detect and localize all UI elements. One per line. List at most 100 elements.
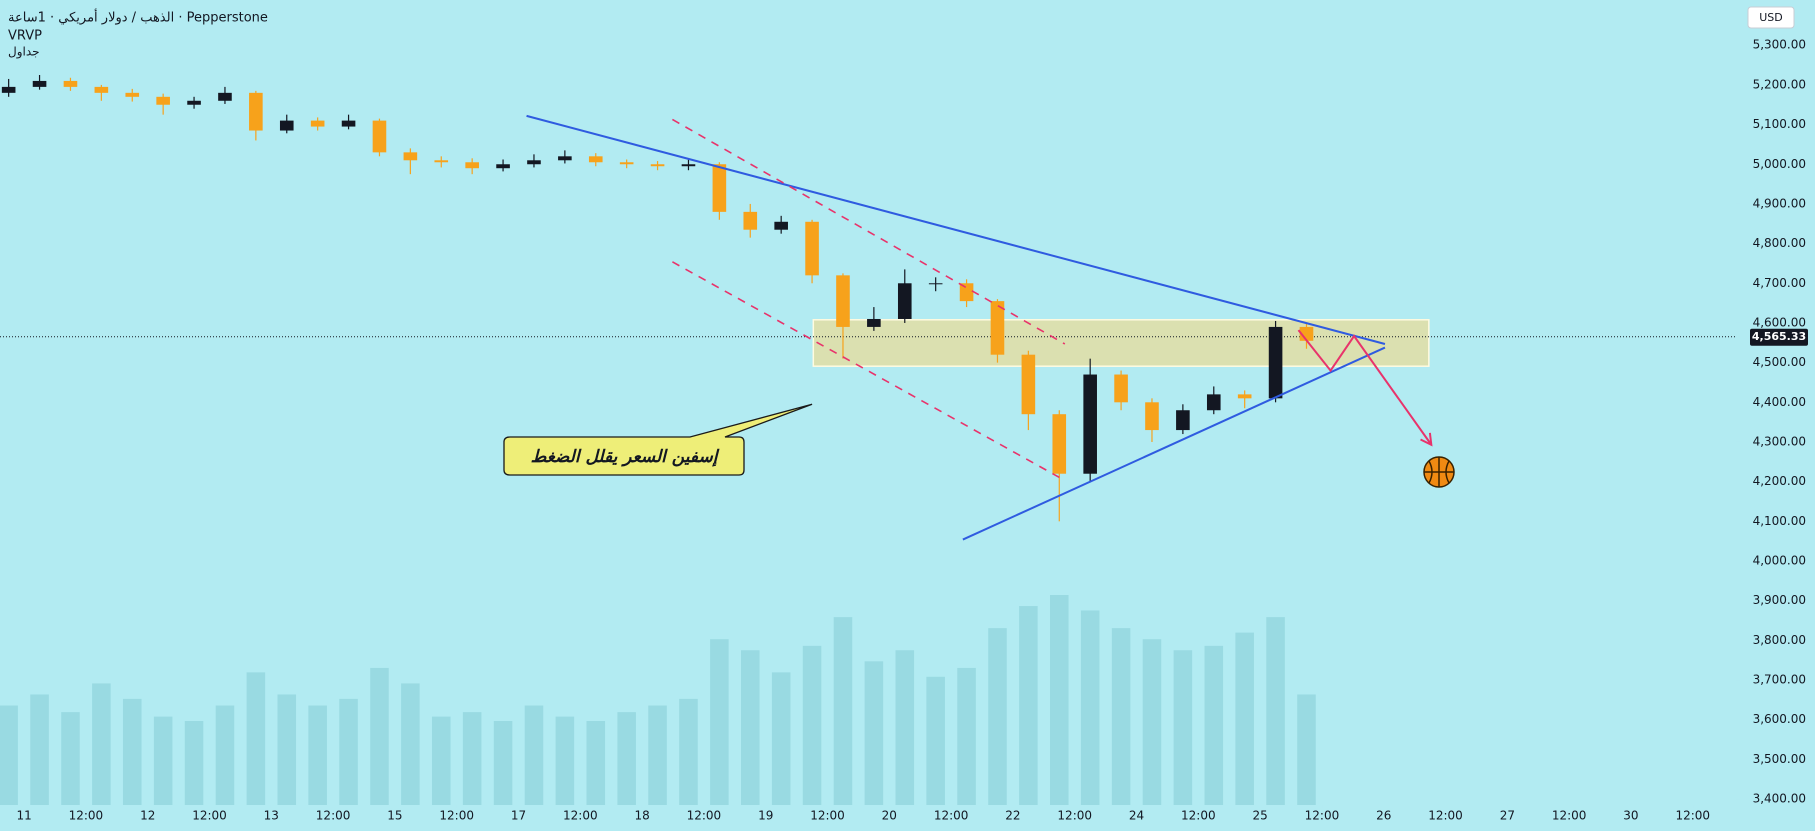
candle-body (218, 92, 232, 101)
y-tick-label: 4,900.00 (1753, 196, 1806, 210)
candle-body (558, 156, 572, 161)
candle-body (928, 283, 943, 285)
y-tick-label: 5,200.00 (1753, 77, 1806, 91)
y-tick-label: 5,300.00 (1753, 38, 1806, 52)
candle-body (959, 283, 974, 302)
trend-line (962, 346, 1386, 541)
candle-body (403, 152, 418, 161)
volume-bar (92, 683, 111, 805)
volume-bar (926, 676, 945, 805)
x-tick-label: 12:00 (1552, 809, 1587, 823)
volume-bar (30, 694, 49, 805)
volume-bar (1297, 694, 1316, 805)
candle-body (32, 80, 47, 87)
x-tick-label: 12:00 (810, 809, 845, 823)
candle-body (681, 164, 696, 167)
y-tick-label: 5,000.00 (1753, 157, 1806, 171)
indicator-label: VRVP (8, 29, 42, 44)
volume-bar (1080, 610, 1100, 805)
volume-bar (957, 667, 976, 805)
candle-body (897, 283, 912, 319)
x-tick-label: 12 (140, 809, 155, 823)
y-tick-label: 5,100.00 (1753, 117, 1806, 131)
volume-bar (153, 716, 173, 805)
candle-body (310, 120, 325, 127)
volume-bar (184, 721, 204, 805)
candle-body (465, 162, 479, 169)
volume-bar (246, 672, 266, 805)
x-tick-label: 12:00 (1181, 809, 1216, 823)
volume-bar (1266, 617, 1285, 805)
candle-body (1083, 374, 1097, 474)
volume-bar (493, 721, 513, 805)
currency-button[interactable] (1747, 6, 1795, 29)
x-tick-label: 12:00 (1675, 809, 1710, 823)
y-tick-label: 4,100.00 (1753, 514, 1806, 528)
x-tick-label: 26 (1376, 809, 1391, 823)
chart-title: الذهب / دولار أمريكي · 1ساعة · Peppersto… (8, 9, 268, 26)
candle-body (1237, 394, 1252, 399)
x-tick-label: 27 (1500, 809, 1515, 823)
x-tick-label: 18 (634, 809, 649, 823)
candle-body (1268, 326, 1283, 399)
volume-bar (61, 712, 80, 805)
candle-body (156, 96, 170, 105)
x-tick-label: 13 (264, 809, 279, 823)
candle-body (774, 221, 788, 230)
y-tick-label: 4,300.00 (1753, 434, 1806, 448)
callout-text: إسفين السعر يقلل الضغط (531, 447, 720, 467)
arrow-head (1420, 432, 1433, 447)
basketball-icon (1423, 456, 1455, 488)
x-tick-label: 15 (387, 809, 402, 823)
candle-body (249, 92, 263, 131)
x-tick-label: 12:00 (69, 809, 104, 823)
candle-body (1, 86, 16, 93)
y-tick-label: 3,600.00 (1753, 712, 1806, 726)
x-tick-label: 12:00 (192, 809, 227, 823)
x-tick-label: 12:00 (316, 809, 351, 823)
y-tick-label: 4,600.00 (1753, 315, 1806, 329)
volume-bar (431, 716, 451, 805)
x-tick-label: 20 (882, 809, 897, 823)
candle-body (1145, 402, 1159, 431)
candle-body (990, 301, 1005, 355)
volume-bar (1235, 632, 1254, 805)
candle-body (712, 164, 727, 212)
volume-bar (1111, 628, 1131, 805)
candle-body (279, 120, 294, 131)
volume-bar (833, 617, 853, 805)
projection-path (1297, 329, 1433, 446)
x-tick-label: 12:00 (934, 809, 969, 823)
candle-body (805, 221, 819, 276)
candle-body (341, 120, 356, 127)
x-tick-label: 19 (758, 809, 773, 823)
volume-bar (586, 721, 606, 805)
y-tick-label: 3,700.00 (1753, 673, 1806, 687)
trend-line (672, 118, 1066, 345)
volume-bar (710, 639, 729, 805)
candle-body (743, 211, 758, 230)
y-tick-label: 4,000.00 (1753, 554, 1806, 568)
y-tick-label: 3,800.00 (1753, 633, 1806, 647)
y-tick-label: 4,500.00 (1753, 355, 1806, 369)
y-tick-label: 4,200.00 (1753, 474, 1806, 488)
volume-bar (555, 716, 575, 805)
x-tick-label: 12:00 (439, 809, 474, 823)
y-tick-label: 4,800.00 (1753, 236, 1806, 250)
candle-body (125, 92, 140, 97)
volume-bar (277, 694, 297, 805)
candles (1, 74, 1314, 522)
volume-bar (339, 698, 358, 805)
volume-bar (462, 712, 482, 805)
y-tick-label: 3,400.00 (1753, 792, 1806, 806)
volume-bar (648, 705, 667, 805)
volume-bar (1142, 639, 1162, 805)
volume-bar (740, 650, 760, 805)
candle-body (650, 164, 665, 167)
volume-bar (1019, 606, 1038, 805)
volume-bar (308, 705, 327, 805)
currency-label[interactable]: USD (1759, 11, 1783, 24)
volume-bar (617, 712, 636, 805)
x-tick-label: 17 (511, 809, 526, 823)
volume-bar (864, 661, 884, 805)
